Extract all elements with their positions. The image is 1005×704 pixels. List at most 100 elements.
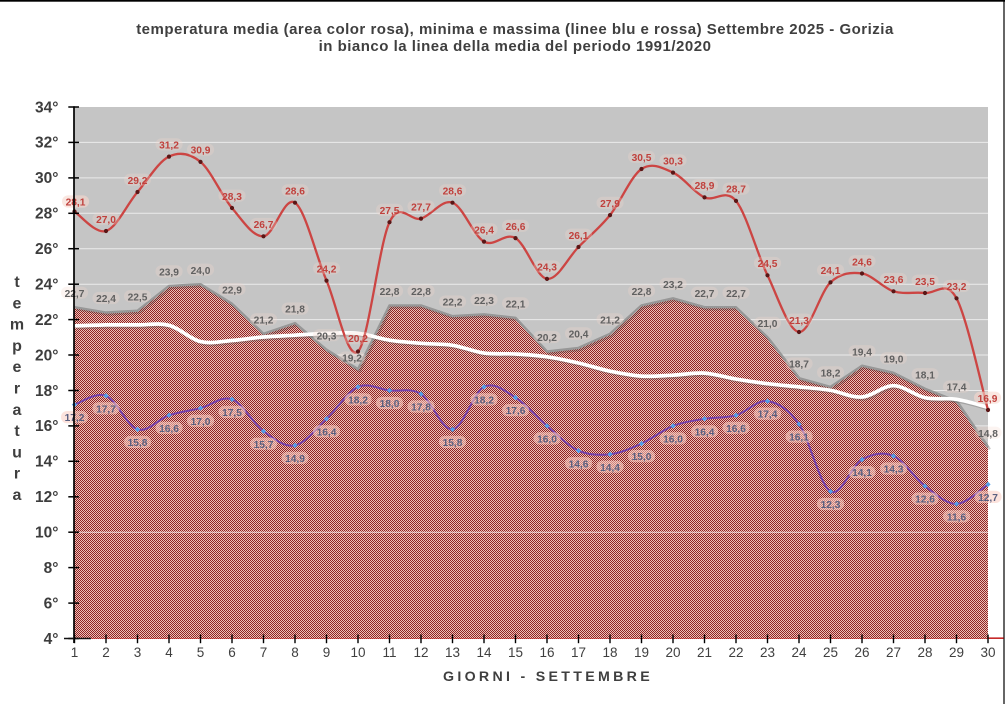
svg-text:12,6: 12,6	[915, 495, 935, 506]
svg-text:15,0: 15,0	[632, 452, 652, 463]
svg-text:14,8: 14,8	[978, 429, 998, 440]
svg-text:21,3: 21,3	[789, 316, 809, 327]
svg-text:14°: 14°	[35, 454, 58, 471]
svg-text:24,3: 24,3	[537, 263, 557, 274]
svg-text:22: 22	[728, 645, 743, 660]
svg-text:8°: 8°	[44, 560, 59, 577]
svg-text:16,0: 16,0	[663, 435, 683, 446]
svg-text:p: p	[12, 338, 22, 355]
svg-text:16: 16	[539, 645, 554, 660]
svg-text:28,6: 28,6	[285, 187, 305, 198]
svg-text:18,7: 18,7	[789, 360, 809, 371]
svg-text:17,7: 17,7	[96, 404, 116, 415]
svg-text:21,8: 21,8	[285, 305, 305, 316]
svg-text:26: 26	[854, 645, 869, 660]
svg-text:18,2: 18,2	[821, 369, 841, 380]
svg-text:30: 30	[980, 645, 995, 660]
svg-text:24,1: 24,1	[821, 266, 841, 277]
svg-text:14,3: 14,3	[884, 465, 904, 476]
svg-text:16,6: 16,6	[726, 424, 746, 435]
svg-text:27,9: 27,9	[600, 199, 620, 210]
svg-text:10°: 10°	[35, 525, 58, 542]
svg-text:27: 27	[886, 645, 901, 660]
svg-text:11,6: 11,6	[947, 513, 967, 524]
svg-text:24,2: 24,2	[317, 264, 337, 275]
svg-text:22,8: 22,8	[411, 287, 431, 298]
svg-text:23,9: 23,9	[159, 268, 179, 279]
svg-text:20,2: 20,2	[537, 333, 557, 344]
svg-text:17,0: 17,0	[191, 417, 211, 428]
svg-text:19,0: 19,0	[884, 354, 904, 365]
svg-text:17,4: 17,4	[947, 383, 967, 394]
svg-text:15,8: 15,8	[128, 438, 148, 449]
svg-text:19: 19	[634, 645, 649, 660]
svg-text:23,2: 23,2	[947, 282, 967, 293]
svg-text:22,9: 22,9	[222, 285, 242, 296]
svg-text:e: e	[13, 295, 22, 312]
svg-text:20°: 20°	[35, 347, 58, 364]
svg-text:26,7: 26,7	[254, 220, 274, 231]
svg-text:12,7: 12,7	[978, 493, 998, 504]
svg-text:34°: 34°	[35, 99, 58, 116]
svg-text:17,4: 17,4	[758, 410, 778, 421]
svg-text:3: 3	[134, 645, 142, 660]
svg-text:11: 11	[382, 645, 396, 660]
svg-text:16,6: 16,6	[159, 424, 179, 435]
svg-text:29: 29	[949, 645, 964, 660]
svg-text:21,0: 21,0	[758, 319, 778, 330]
svg-text:4: 4	[165, 645, 173, 660]
svg-text:25: 25	[823, 645, 838, 660]
svg-text:22,3: 22,3	[474, 296, 494, 307]
svg-text:12°: 12°	[35, 489, 58, 506]
svg-text:30,9: 30,9	[191, 146, 211, 157]
svg-text:20,2: 20,2	[348, 334, 368, 345]
svg-text:16,4: 16,4	[695, 427, 715, 438]
svg-text:5: 5	[197, 645, 205, 660]
svg-text:15: 15	[508, 645, 523, 660]
svg-text:a: a	[13, 487, 22, 504]
svg-text:28,1: 28,1	[66, 198, 86, 209]
svg-text:14,6: 14,6	[569, 459, 589, 470]
svg-text:22,8: 22,8	[380, 287, 400, 298]
svg-text:8: 8	[291, 645, 299, 660]
svg-text:a: a	[13, 402, 22, 419]
svg-text:14,1: 14,1	[852, 468, 872, 479]
svg-text:22,7: 22,7	[695, 289, 715, 300]
svg-text:21,2: 21,2	[254, 315, 274, 326]
svg-text:14: 14	[476, 645, 492, 660]
svg-text:29,2: 29,2	[128, 176, 148, 187]
svg-text:20,3: 20,3	[317, 331, 337, 342]
svg-text:26°: 26°	[35, 241, 58, 258]
svg-text:12: 12	[413, 645, 428, 660]
svg-text:24,6: 24,6	[852, 257, 872, 268]
svg-text:7: 7	[260, 645, 268, 660]
svg-text:27,5: 27,5	[380, 206, 400, 217]
svg-text:23,5: 23,5	[915, 277, 935, 288]
svg-text:27,7: 27,7	[411, 202, 431, 213]
svg-text:13: 13	[445, 645, 460, 660]
svg-text:26,6: 26,6	[506, 222, 526, 233]
svg-text:22,8: 22,8	[632, 287, 652, 298]
svg-text:12,3: 12,3	[821, 500, 841, 511]
svg-text:18,2: 18,2	[348, 396, 368, 407]
svg-text:30°: 30°	[35, 170, 58, 187]
svg-text:r: r	[14, 381, 20, 398]
svg-text:t: t	[14, 274, 20, 291]
svg-text:20: 20	[665, 645, 680, 660]
svg-text:32°: 32°	[35, 135, 58, 152]
svg-text:16,4: 16,4	[317, 427, 337, 438]
svg-text:17: 17	[571, 645, 586, 660]
svg-text:14,4: 14,4	[600, 463, 620, 474]
svg-text:28,9: 28,9	[695, 181, 715, 192]
svg-text:15,8: 15,8	[443, 438, 463, 449]
svg-text:28°: 28°	[35, 206, 58, 223]
svg-text:17,8: 17,8	[411, 403, 431, 414]
svg-text:20,4: 20,4	[569, 330, 589, 341]
svg-text:24,5: 24,5	[758, 259, 778, 270]
svg-text:18,1: 18,1	[915, 370, 935, 381]
svg-text:28,3: 28,3	[222, 192, 242, 203]
svg-text:24°: 24°	[35, 277, 58, 294]
svg-text:16,0: 16,0	[537, 435, 557, 446]
svg-text:24,0: 24,0	[191, 266, 211, 277]
svg-text:22,7: 22,7	[726, 289, 746, 300]
